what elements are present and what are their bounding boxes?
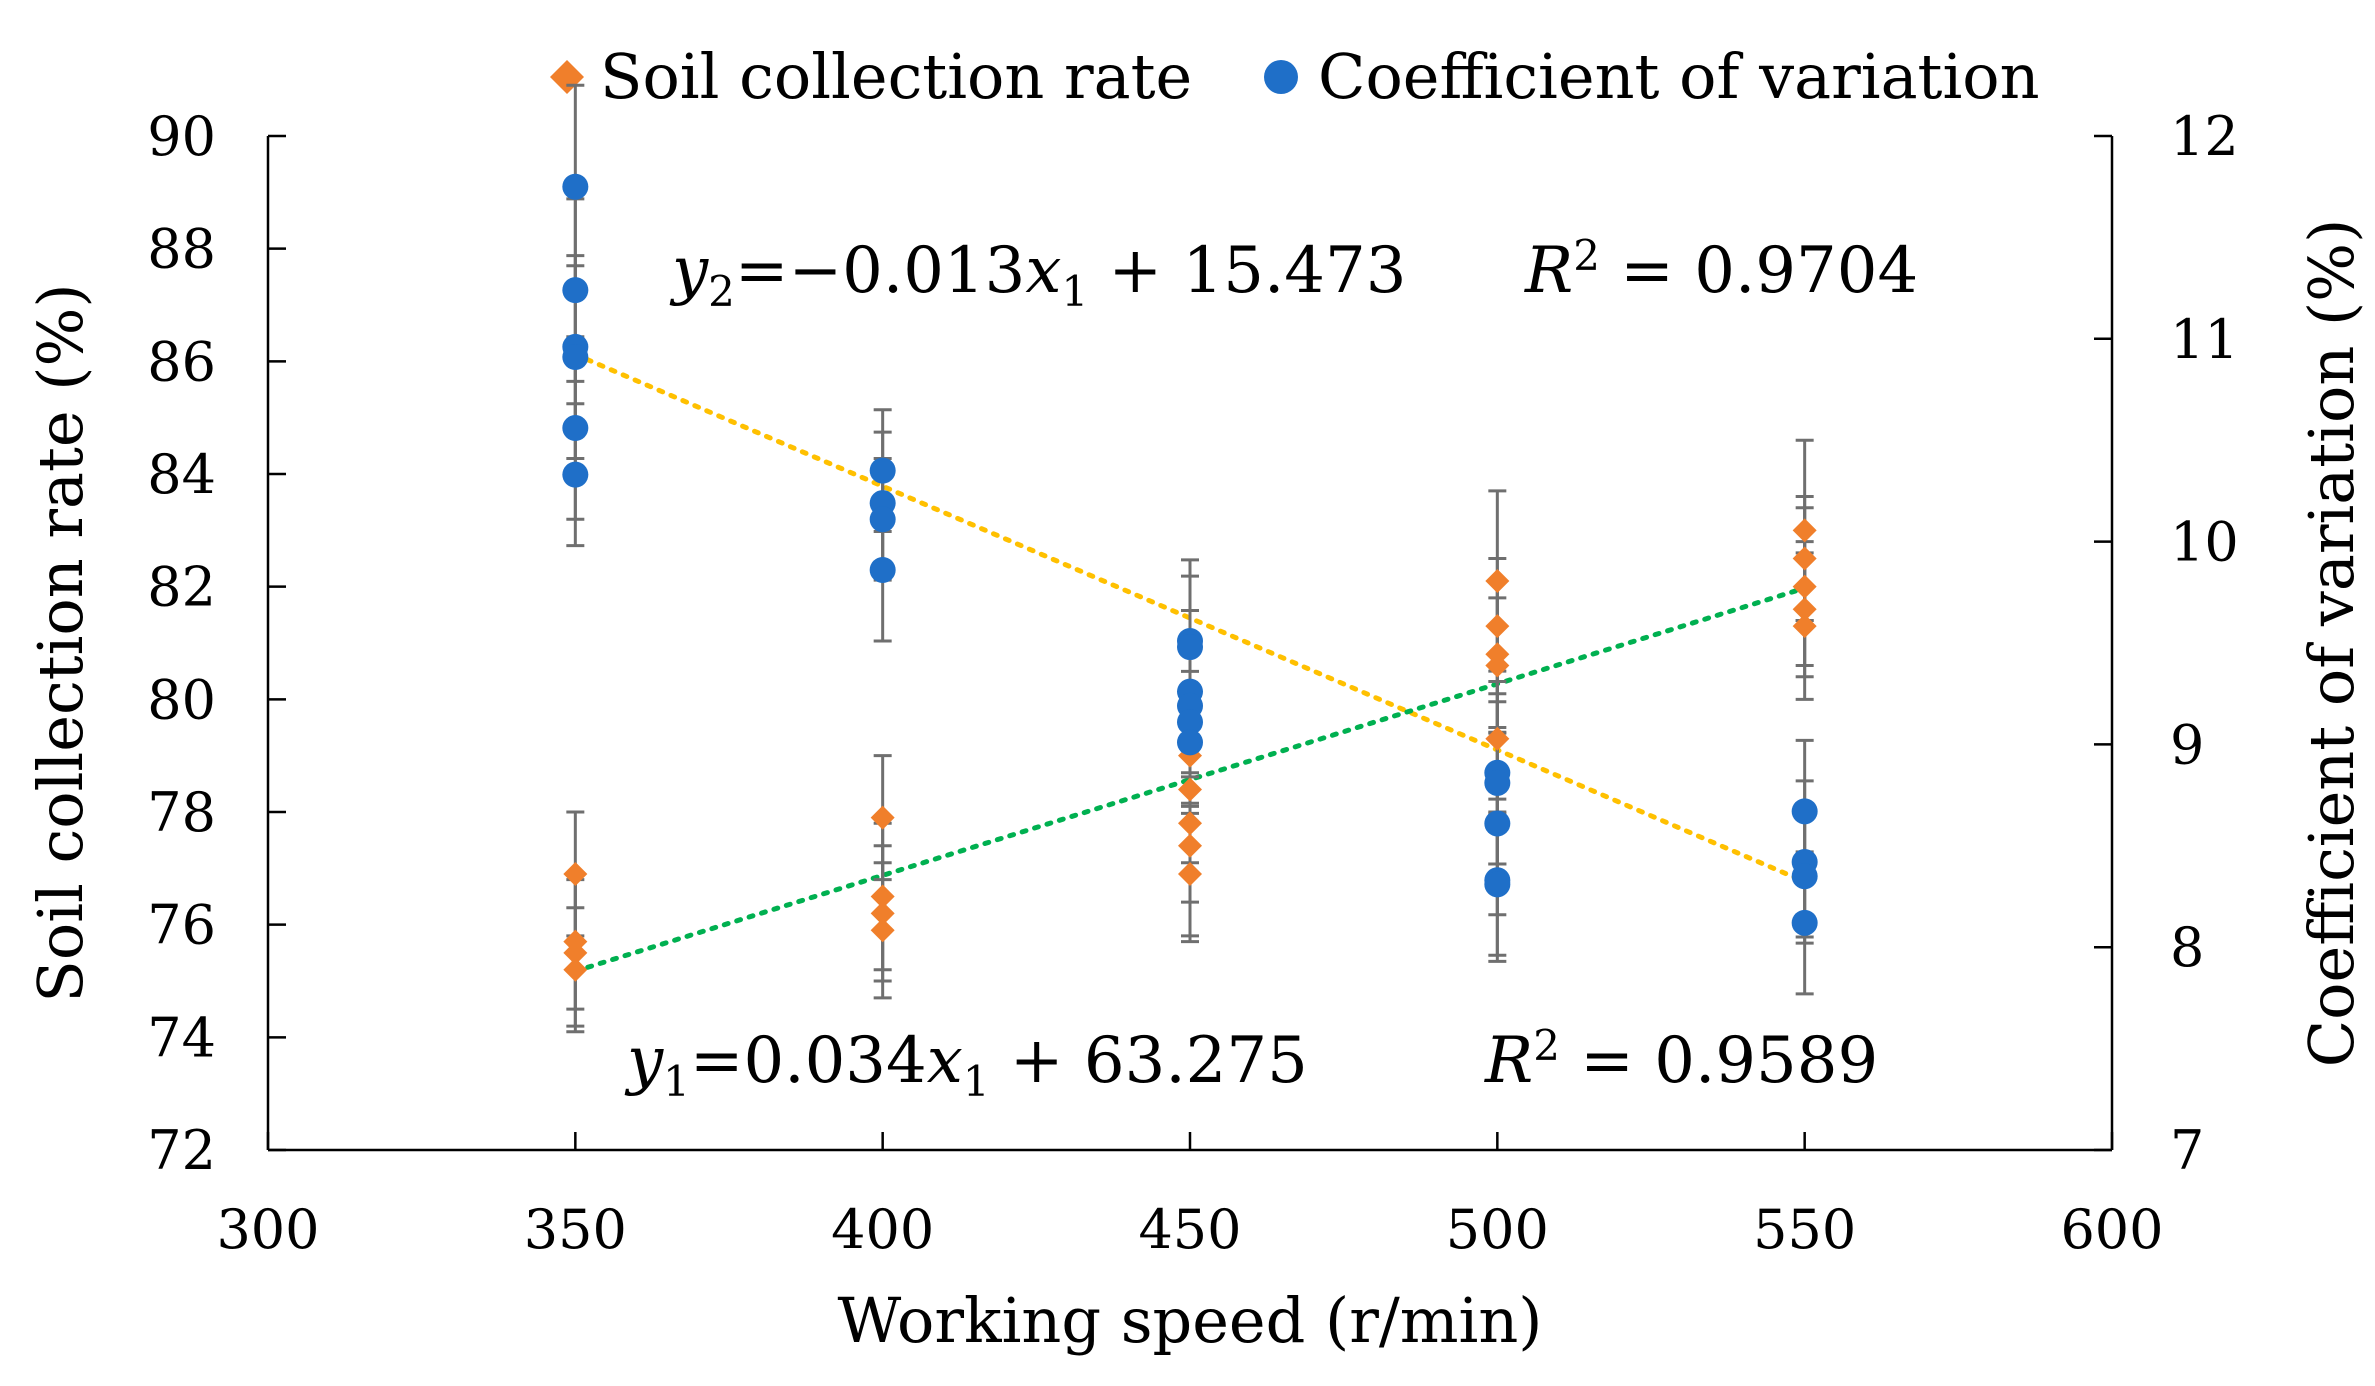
soil-collection-rate-points bbox=[563, 518, 1817, 982]
cv-point-21 bbox=[1791, 798, 1818, 825]
soil-point-19 bbox=[1792, 546, 1817, 571]
soil-point-21 bbox=[1792, 597, 1817, 622]
cv-point-0 bbox=[562, 173, 589, 200]
cv-point-14 bbox=[1177, 709, 1203, 736]
x-tick-label-2: 400 bbox=[831, 1198, 934, 1261]
x-tick-label-3: 450 bbox=[1138, 1198, 1241, 1261]
error-bars bbox=[566, 83, 1814, 1034]
cv-point-17 bbox=[1484, 769, 1511, 796]
right-tick-label-0: 7 bbox=[2170, 1119, 2204, 1182]
cv-point-3 bbox=[562, 344, 589, 371]
soil-point-7 bbox=[870, 918, 895, 943]
left-tick-label-3: 78 bbox=[147, 781, 216, 844]
cv-point-20 bbox=[1484, 871, 1511, 898]
left-axis-title: Soil collection rate (%) bbox=[24, 283, 97, 1002]
right-tick-label-5: 12 bbox=[2170, 105, 2239, 168]
soil-point-4 bbox=[870, 805, 895, 830]
soil-point-14 bbox=[1485, 614, 1510, 639]
soil-point-22 bbox=[1792, 614, 1817, 639]
left-tick-label-6: 84 bbox=[147, 443, 216, 506]
right-tick-label-1: 8 bbox=[2170, 916, 2204, 979]
legend-marker-coefficient-of-variation bbox=[1264, 60, 1298, 94]
left-axis-ticks: 72 74 76 78 80 82 84 86 88 90 bbox=[147, 105, 286, 1182]
cv-point-8 bbox=[869, 506, 896, 533]
left-tick-label-2: 76 bbox=[147, 894, 216, 957]
x-tick-label-0: 300 bbox=[216, 1198, 319, 1261]
x-tick-label-1: 350 bbox=[524, 1198, 627, 1261]
soil-point-11 bbox=[1178, 833, 1202, 858]
right-axis-title: Coefficient of variation (%) bbox=[2295, 219, 2368, 1068]
left-tick-label-7: 86 bbox=[147, 330, 216, 393]
soil-point-9 bbox=[1178, 777, 1202, 802]
x-axis-title: Working speed (r/min) bbox=[838, 1284, 1543, 1357]
soil-point-6 bbox=[870, 901, 895, 926]
r-squared-y1: R2 = 0.9589 bbox=[1484, 1021, 1878, 1098]
x-axis-ticks: 300 350 400 450 500 550 600 bbox=[216, 1132, 2164, 1261]
cv-point-15 bbox=[1177, 729, 1203, 756]
soil-point-5 bbox=[870, 884, 895, 909]
left-tick-label-8: 88 bbox=[147, 218, 216, 281]
cv-point-11 bbox=[1177, 634, 1203, 661]
soil-point-0 bbox=[563, 861, 588, 886]
soil-point-20 bbox=[1792, 574, 1817, 599]
equation-y2: y2=−0.013x1 + 15.473 bbox=[669, 234, 1406, 316]
left-tick-label-9: 90 bbox=[147, 105, 216, 168]
cv-point-9 bbox=[869, 556, 896, 583]
soil-point-12 bbox=[1178, 861, 1202, 886]
right-tick-label-2: 9 bbox=[2170, 713, 2204, 776]
r-squared-y2: R2 = 0.9704 bbox=[1524, 231, 1918, 308]
cv-point-4 bbox=[562, 415, 589, 442]
soil-point-16 bbox=[1485, 653, 1510, 678]
soil-point-3 bbox=[563, 957, 588, 982]
soil-point-2 bbox=[563, 940, 588, 965]
legend: Soil collection rate Coefficient of vari… bbox=[550, 40, 2040, 113]
cv-point-1 bbox=[562, 277, 589, 304]
left-tick-label-1: 74 bbox=[147, 1006, 216, 1069]
x-tick-label-4: 500 bbox=[1446, 1198, 1549, 1261]
right-tick-label-3: 10 bbox=[2170, 511, 2239, 574]
soil-point-10 bbox=[1178, 811, 1202, 836]
right-tick-label-4: 11 bbox=[2170, 308, 2239, 371]
soil-point-13 bbox=[1485, 569, 1510, 594]
left-tick-label-0: 72 bbox=[147, 1119, 216, 1182]
cv-point-23 bbox=[1791, 863, 1818, 890]
left-tick-label-4: 80 bbox=[147, 668, 216, 731]
soil-point-18 bbox=[1792, 518, 1817, 543]
cv-point-6 bbox=[869, 457, 896, 484]
cv-point-5 bbox=[562, 461, 589, 488]
legend-marker-soil-collection-rate bbox=[550, 60, 584, 94]
legend-label-coefficient-of-variation: Coefficient of variation bbox=[1318, 40, 2040, 113]
cv-point-24 bbox=[1791, 909, 1818, 936]
equation-y1: y1=0.034x1 + 63.275 bbox=[624, 1024, 1308, 1106]
soil-point-17 bbox=[1485, 726, 1510, 751]
legend-label-soil-collection-rate: Soil collection rate bbox=[600, 40, 1192, 113]
cv-point-18 bbox=[1484, 810, 1511, 837]
coefficient-of-variation-points bbox=[562, 173, 1818, 936]
right-axis-ticks: 7 8 9 10 11 12 bbox=[2094, 105, 2239, 1182]
left-tick-label-5: 82 bbox=[147, 556, 216, 619]
x-tick-label-6: 600 bbox=[2060, 1198, 2163, 1261]
x-tick-label-5: 550 bbox=[1753, 1198, 1856, 1261]
